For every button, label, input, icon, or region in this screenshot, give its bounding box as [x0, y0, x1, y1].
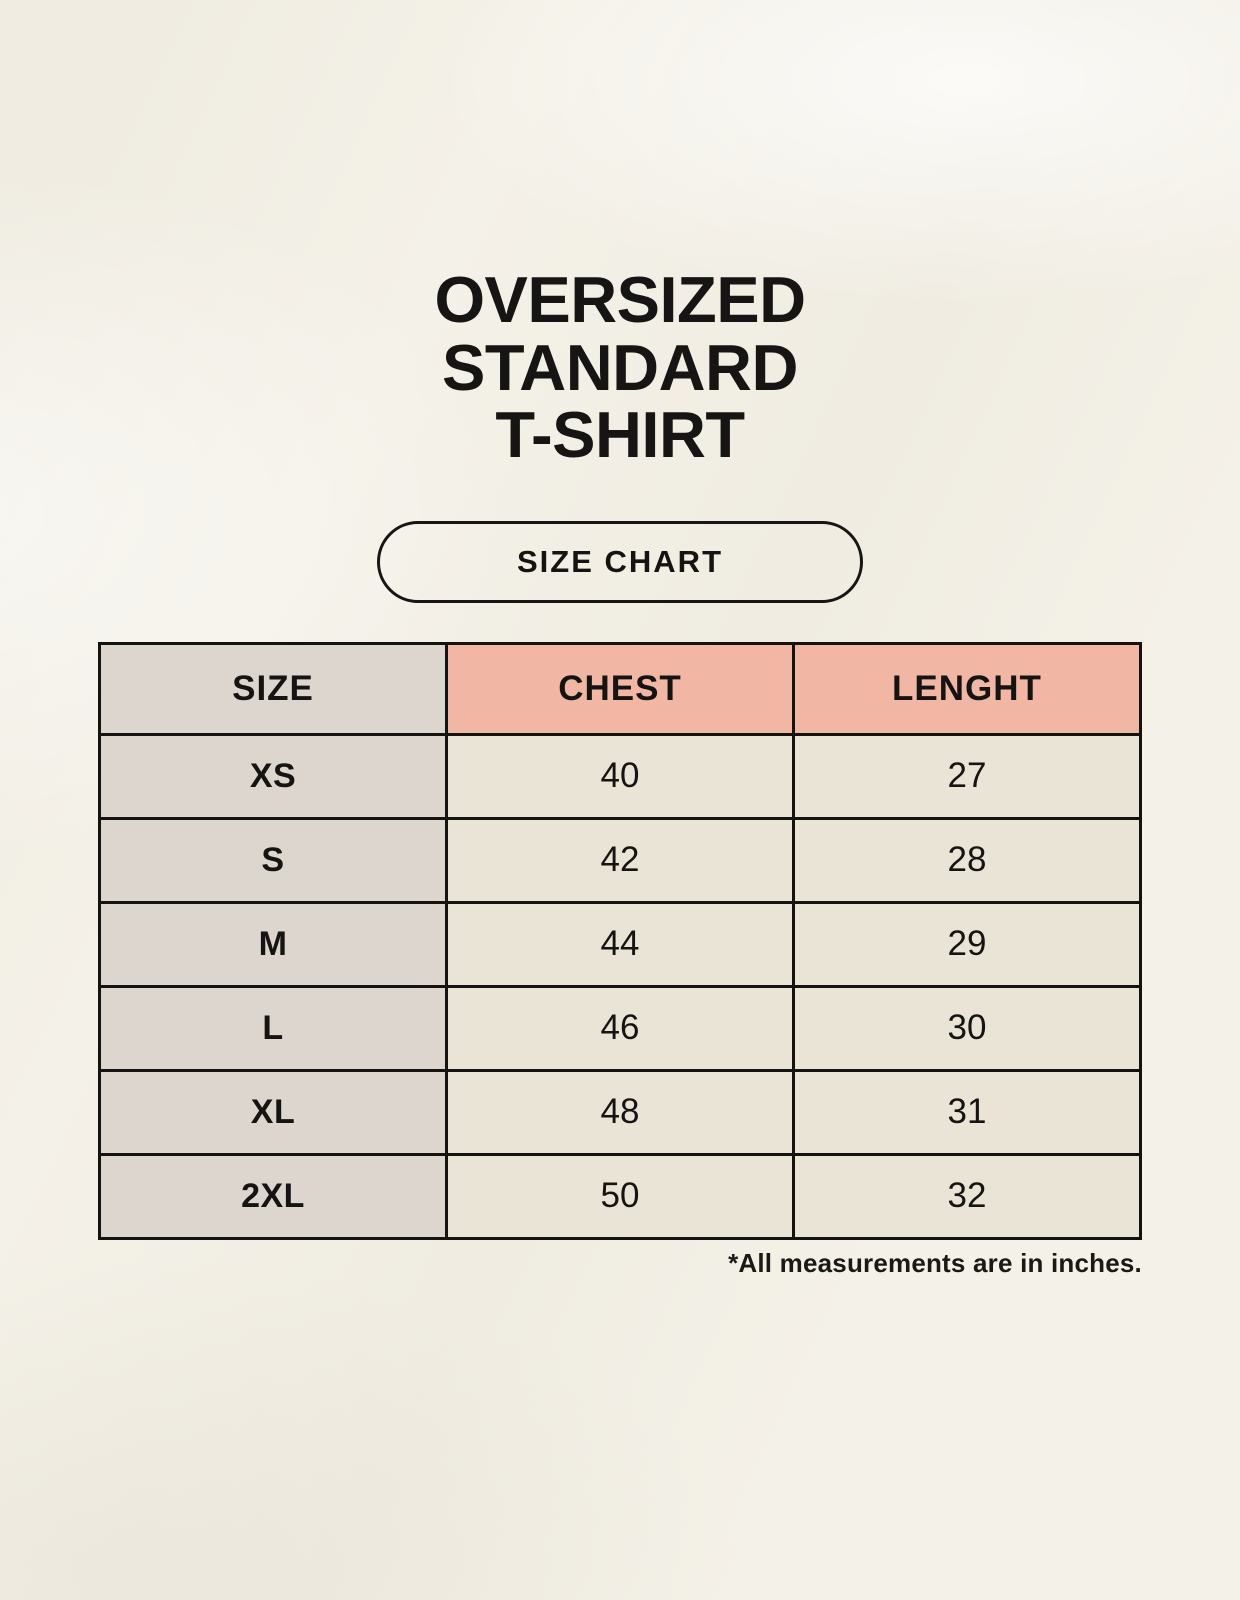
- title-line-3: T-SHIRT: [495, 398, 745, 472]
- column-header-chest: CHEST: [445, 641, 795, 736]
- size-label: M: [98, 900, 448, 988]
- size-label: L: [98, 984, 448, 1072]
- measurements-footnote: *All measurements are in inches.: [728, 1247, 1142, 1278]
- table-row-xs: XS 40 27: [98, 732, 1142, 820]
- size-label: XS: [98, 732, 448, 820]
- chest-value: 40: [445, 732, 795, 820]
- table-row-2xl: 2XL 50 32: [98, 1152, 1142, 1240]
- size-table: SIZE CHEST LENGHT XS 40 27 S 42 28 M 44 …: [98, 641, 1142, 1240]
- size-chart-badge: SIZE CHART: [377, 520, 863, 603]
- chest-value: 46: [445, 984, 795, 1072]
- length-value: 31: [792, 1068, 1142, 1156]
- chest-value: 50: [445, 1152, 795, 1240]
- length-value: 28: [792, 816, 1142, 904]
- chest-value: 48: [445, 1068, 795, 1156]
- table-row-s: S 42 28: [98, 816, 1142, 904]
- size-label: S: [98, 816, 448, 904]
- length-value: 30: [792, 984, 1142, 1072]
- table-row-m: M 44 29: [98, 900, 1142, 988]
- page-title: OVERSIZED STANDARD T-SHIRT: [0, 0, 1240, 469]
- size-chart-badge-label: SIZE CHART: [517, 543, 723, 579]
- title-line-2: STANDARD: [442, 330, 798, 404]
- table-row-l: L 46 30: [98, 984, 1142, 1072]
- title-line-1: OVERSIZED: [434, 263, 806, 336]
- table-row-xl: XL 48 31: [98, 1068, 1142, 1156]
- size-label: 2XL: [98, 1152, 448, 1240]
- length-value: 27: [792, 732, 1142, 820]
- table-header-row: SIZE CHEST LENGHT: [98, 641, 1142, 736]
- column-header-length: LENGHT: [792, 641, 1142, 736]
- length-value: 32: [792, 1152, 1142, 1240]
- chest-value: 44: [445, 900, 795, 988]
- length-value: 29: [792, 900, 1142, 988]
- size-label: XL: [98, 1068, 448, 1156]
- column-header-size: SIZE: [98, 641, 448, 736]
- chest-value: 42: [445, 816, 795, 904]
